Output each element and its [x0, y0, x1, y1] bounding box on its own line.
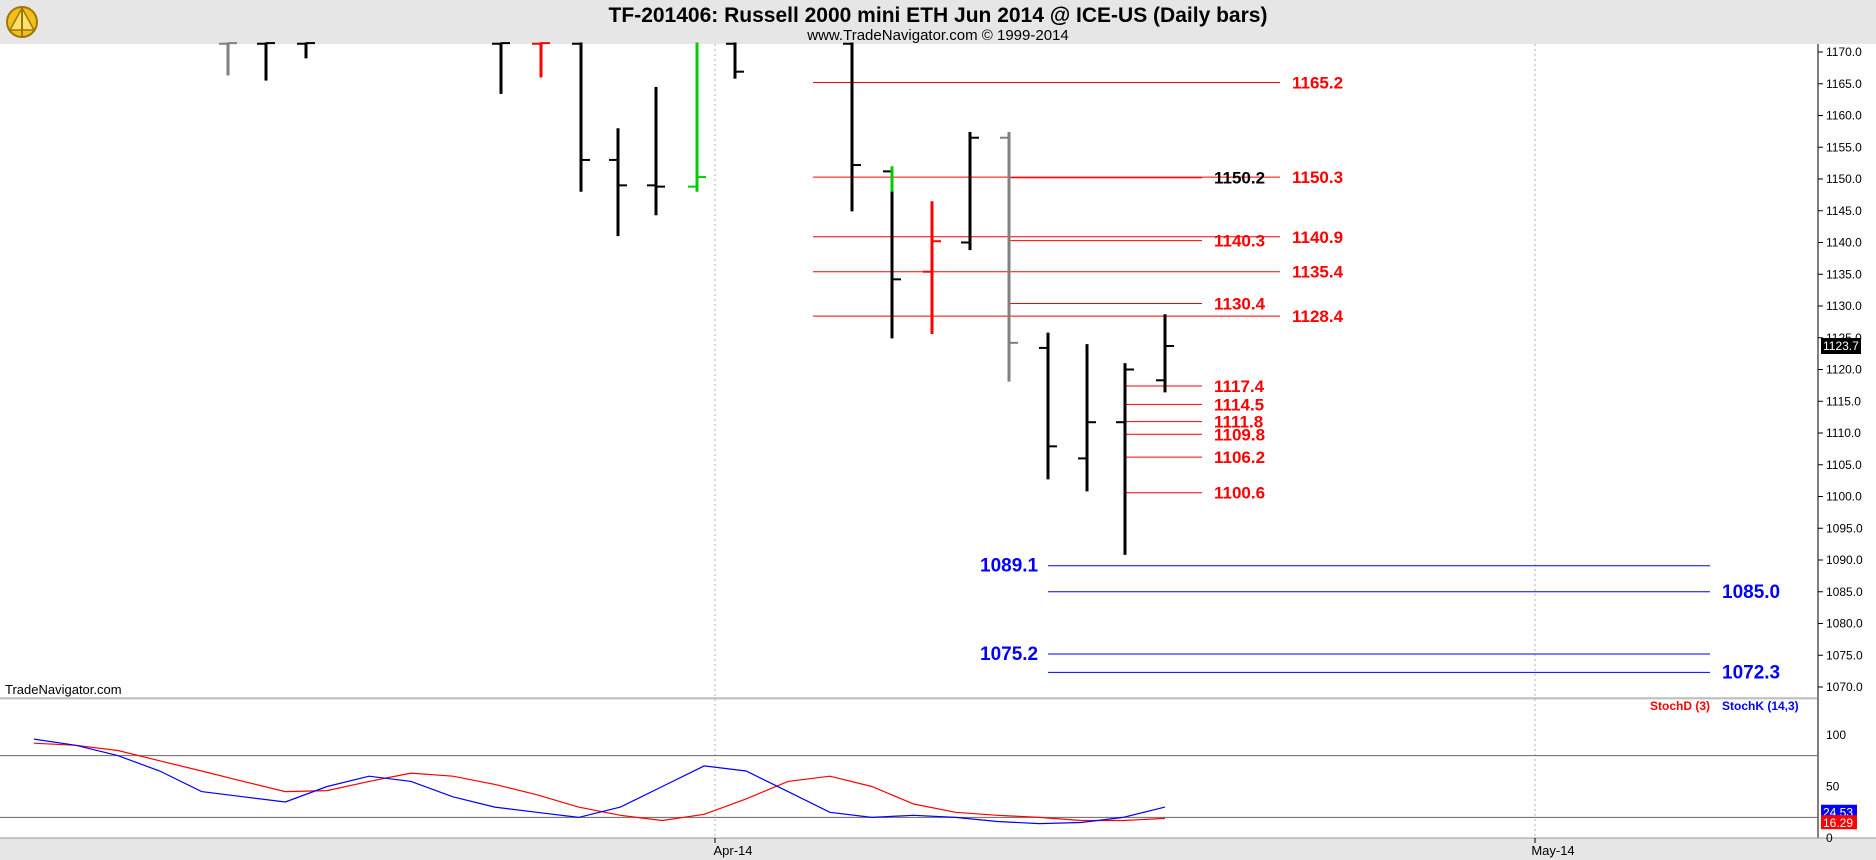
price-tick-label: 1160.0 — [1826, 109, 1862, 123]
stoch-legend-d: StochD (3) — [1650, 699, 1710, 713]
date-axis: Apr-14 May-14 — [713, 838, 1575, 858]
price-tick-label: 1130.0 — [1826, 299, 1862, 313]
stoch-tick-label: 0 — [1826, 831, 1833, 845]
price-tick-label: 1155.0 — [1826, 140, 1862, 154]
date-tick-label: Apr-14 — [713, 843, 752, 858]
chart-subtitle: www.TradeNavigator.com © 1999-2014 — [806, 27, 1068, 44]
price-level-label: 1100.6 — [1214, 484, 1265, 503]
stoch-d-value: 16.29 — [1823, 816, 1853, 830]
price-tick-label: 1095.0 — [1826, 521, 1863, 535]
price-tick-label: 1085.0 — [1826, 585, 1863, 599]
price-tick-label: 1120.0 — [1826, 363, 1862, 377]
price-tick-label: 1135.0 — [1826, 267, 1862, 281]
price-level-label: 1106.2 — [1214, 448, 1265, 467]
grid — [714, 44, 1536, 838]
ohlc-bars — [219, 42, 1174, 555]
price-level-label: 1130.4 — [1214, 294, 1266, 313]
stoch-tick-label: 100 — [1826, 728, 1846, 742]
price-tick-label: 1105.0 — [1826, 458, 1862, 472]
price-level-label: 1109.8 — [1214, 425, 1265, 444]
price-level-label: 1135.4 — [1292, 263, 1344, 282]
date-tick-label: May-14 — [1531, 843, 1574, 858]
trade-navigator-logo-icon — [6, 6, 38, 38]
price-level-label: 1114.5 — [1214, 395, 1264, 414]
price-tick-label: 1145.0 — [1826, 204, 1862, 218]
stoch-legend-k: StochK (14,3) — [1722, 699, 1799, 713]
price-level-label: 1140.9 — [1292, 228, 1343, 247]
stoch-d-badge — [1821, 815, 1857, 830]
price-level-label: 1072.3 — [1722, 662, 1780, 683]
price-tick-label: 1110.0 — [1826, 426, 1861, 440]
price-tick-label: 1090.0 — [1826, 553, 1863, 567]
price-level-label: 1140.3 — [1214, 232, 1265, 251]
stoch-series-line — [33, 742, 1166, 822]
price-level-label: 1117.4 — [1214, 377, 1265, 396]
price-tick-label: 1150.0 — [1826, 172, 1862, 186]
chart-title: TF-201406: Russell 2000 mini ETH Jun 201… — [609, 4, 1268, 27]
stoch-series-line — [33, 738, 1166, 825]
price-panel — [0, 44, 1818, 698]
price-level-label: 1089.1 — [980, 556, 1039, 577]
price-level-label: 1150.3 — [1292, 168, 1343, 187]
price-tick-label: 1100.0 — [1826, 490, 1862, 504]
price-tick-label: 1170.0 — [1826, 45, 1862, 59]
price-tick-label: 1165.0 — [1826, 77, 1862, 91]
price-tick-label: 1140.0 — [1826, 236, 1862, 250]
watermark: TradeNavigator.com — [5, 682, 122, 697]
price-level-label: 1111.8 — [1214, 413, 1263, 432]
price-tick-label: 1115.0 — [1826, 394, 1861, 408]
price-level-label: 1085.0 — [1722, 582, 1780, 603]
price-tick-label: 1075.0 — [1826, 648, 1863, 662]
price-level-label: 1075.2 — [980, 644, 1038, 665]
right-axis — [1818, 44, 1876, 838]
last-price-label: 1123.7 — [1823, 339, 1859, 353]
price-level-label: 1128.4 — [1292, 307, 1344, 326]
price-tick-label: 1080.0 — [1826, 617, 1863, 631]
price-level-label: 1165.2 — [1292, 73, 1343, 92]
stoch-tick-label: 50 — [1826, 780, 1840, 794]
price-tick-label: 1070.0 — [1826, 680, 1863, 694]
price-axis-ticks: 1170.0 1165.0 1160.0 1155.0 1150.0 1145.0 1140… — [1818, 45, 1863, 694]
price-level-label: 1150.2 — [1214, 169, 1265, 188]
last-price-badge — [1821, 338, 1861, 355]
